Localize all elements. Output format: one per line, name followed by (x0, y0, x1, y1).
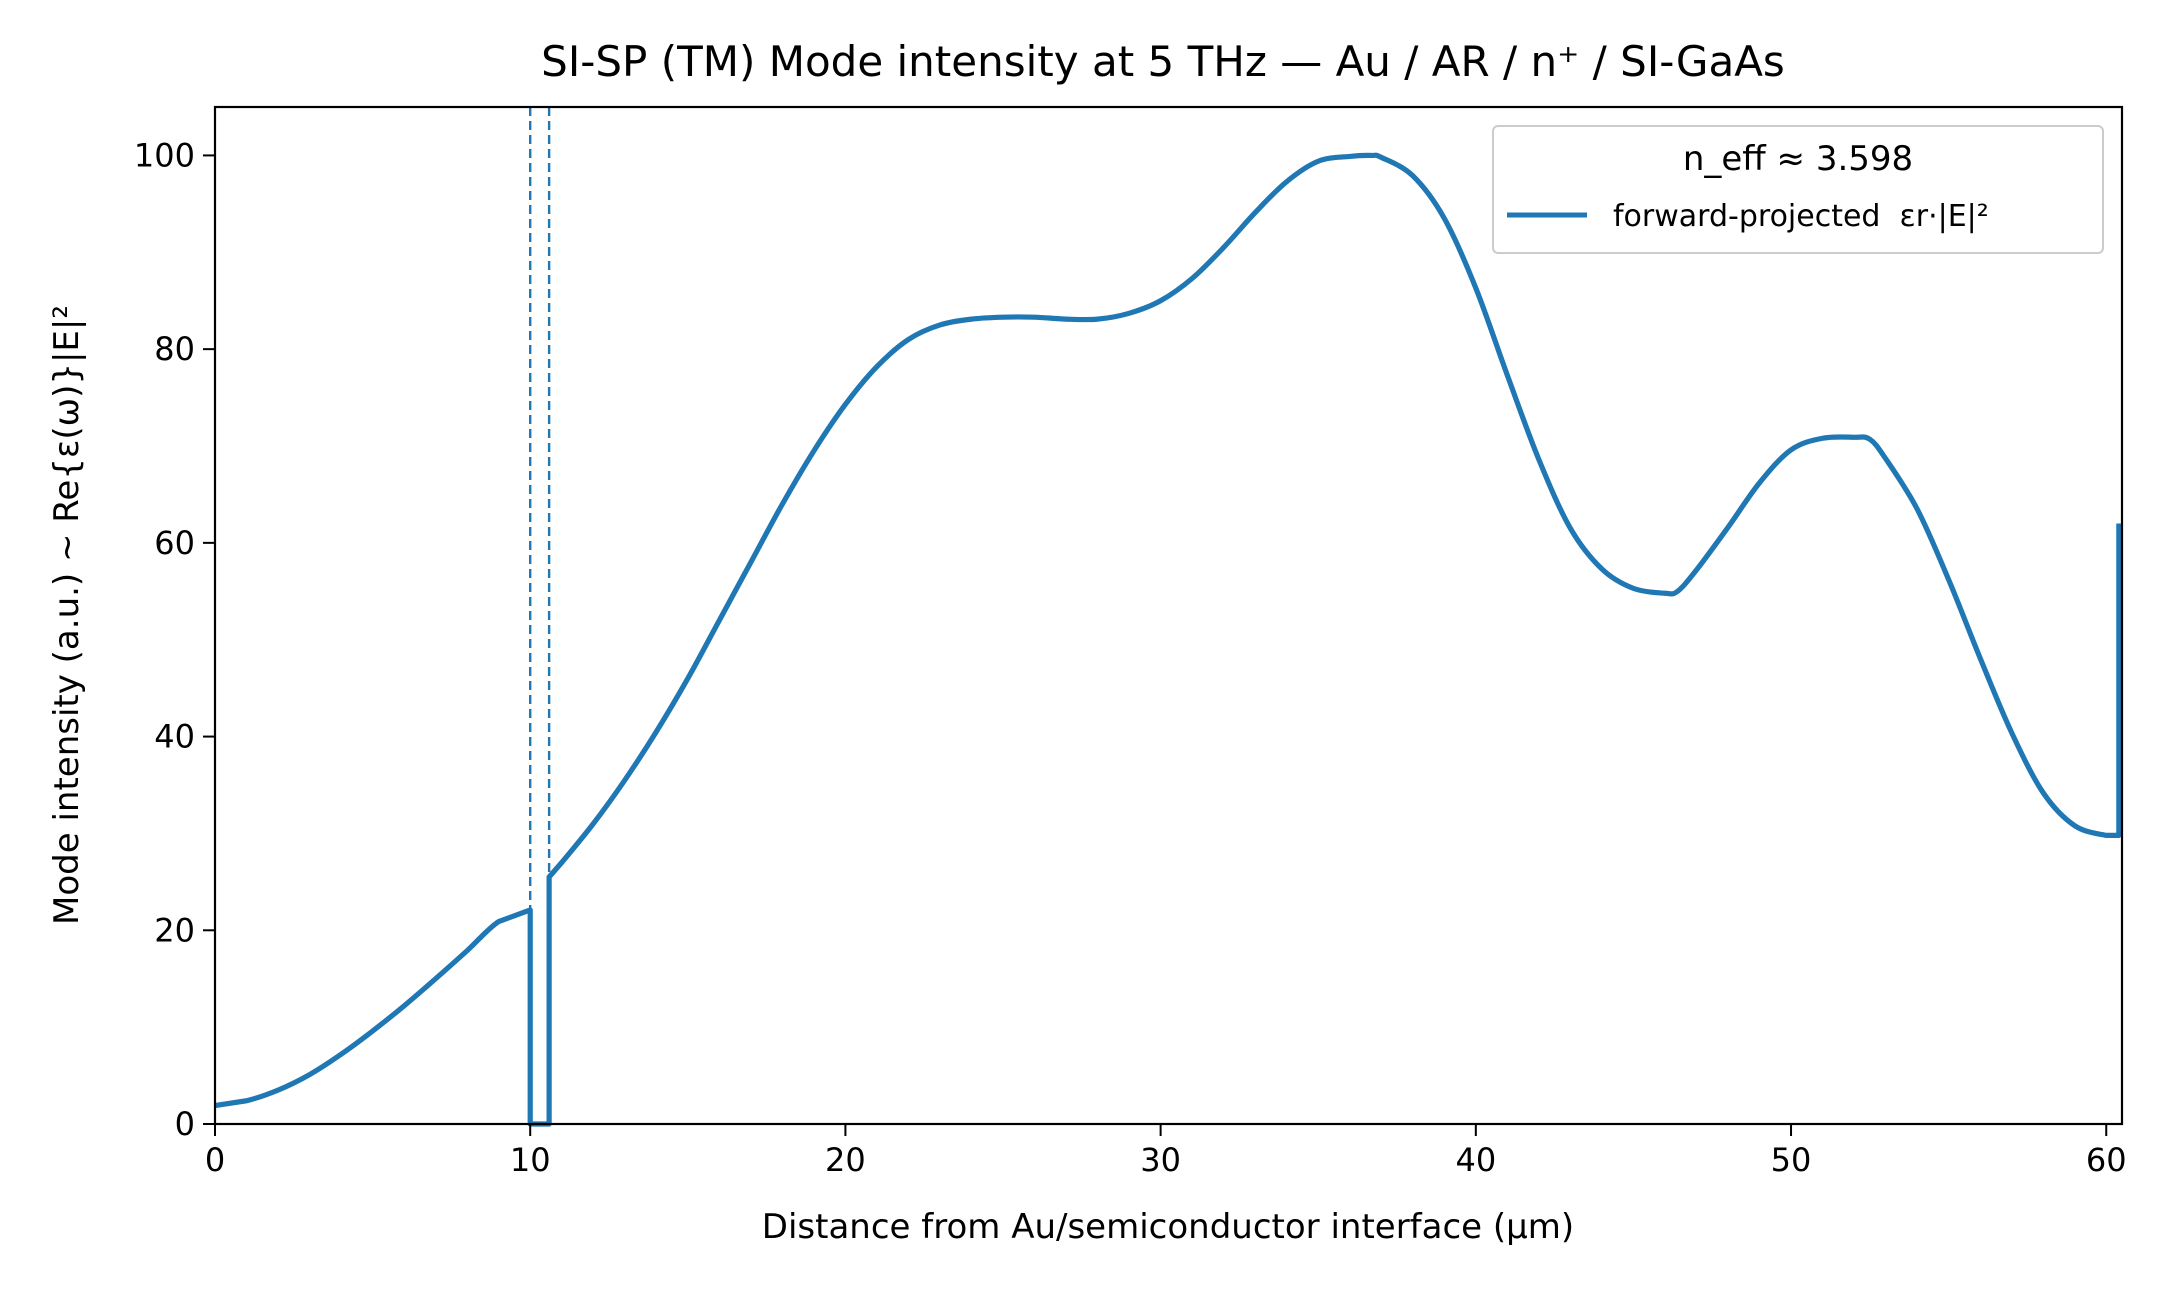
y-tick-label: 20 (154, 911, 195, 949)
x-tick-label: 0 (205, 1141, 225, 1179)
y-tick-label: 40 (154, 718, 195, 756)
y-axis-ticks: 0 20 40 60 80 100 (134, 136, 215, 1143)
y-tick-label: 60 (154, 524, 195, 562)
x-axis-label: Distance from Au/semiconductor interface… (762, 1207, 1574, 1247)
series-layer (214, 152, 2122, 1127)
plot-frame (213, 105, 2124, 1126)
legend-title: n_eff ≈ 3.598 (1683, 139, 1913, 179)
x-tick-label: 50 (1771, 1141, 1812, 1179)
x-tick-label: 20 (825, 1141, 866, 1179)
vertical-markers (529, 107, 551, 1124)
y-tick-label: 100 (134, 136, 195, 174)
chart-title: SI-SP (TM) Mode intensity at 5 THz — Au … (541, 37, 1785, 86)
legend-entry-label: forward-projected εr·|E|² (1613, 199, 1989, 234)
legend-box (1492, 125, 2104, 254)
x-axis-ticks: 0 10 20 30 40 50 60 (205, 1124, 2127, 1179)
x-tick-label: 40 (1455, 1141, 1496, 1179)
x-tick-label: 30 (1140, 1141, 1181, 1179)
legend: n_eff ≈ 3.598 forward-projected εr·|E|² (1492, 125, 2104, 254)
y-tick-label: 0 (175, 1105, 195, 1143)
y-axis-label: Mode intensity (a.u.) ~ Re{ε(ω)}|E|² (47, 305, 87, 925)
plot-area (214, 107, 2122, 1127)
x-tick-label: 10 (510, 1141, 551, 1179)
series-line-0 (214, 152, 2122, 1127)
x-tick-label: 60 (2086, 1141, 2127, 1179)
y-tick-label: 80 (154, 330, 195, 368)
